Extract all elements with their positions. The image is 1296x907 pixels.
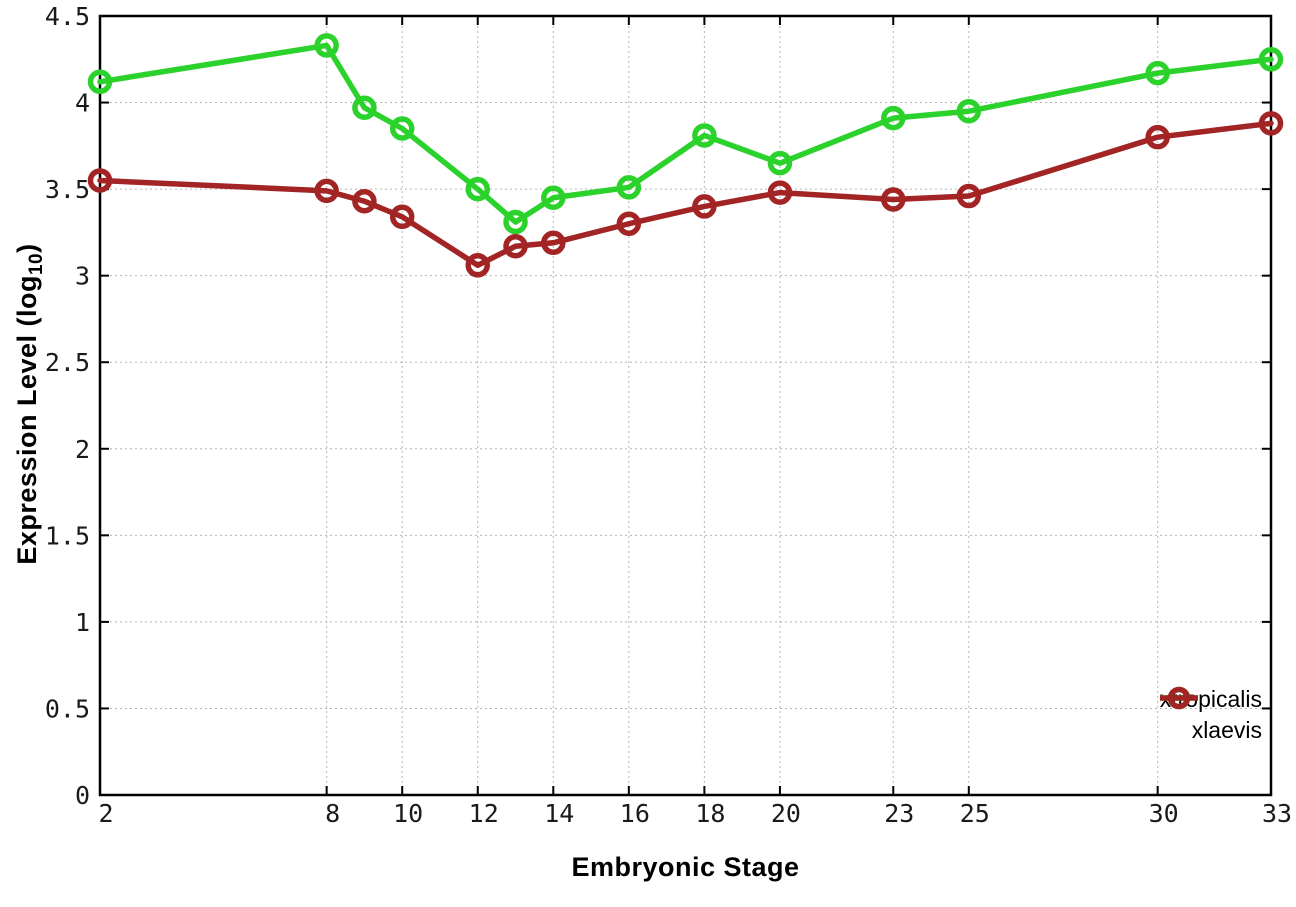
data-point-marker-xlaevis <box>541 230 566 256</box>
data-point-marker-xtropicalis <box>541 185 566 211</box>
y-tick-label: 0 <box>75 781 90 810</box>
y-tick-label: 2 <box>75 435 90 464</box>
y-tick-label: 3 <box>75 262 90 291</box>
data-point-marker-xlaevis <box>692 194 717 219</box>
data-point-marker-xtropicalis <box>616 175 642 200</box>
y-tick-label: 1.5 <box>45 521 90 550</box>
y-tick-label: 4 <box>75 89 90 118</box>
x-tick-label: 33 <box>1262 799 1292 828</box>
x-tick-label: 20 <box>771 799 801 828</box>
y-axis-title-subscript: 10 <box>26 252 48 276</box>
data-point-marker-xtropicalis <box>465 176 490 202</box>
y-tick-label: 3.5 <box>45 175 90 204</box>
data-point-marker-xtropicalis <box>87 69 113 95</box>
data-point-marker-xlaevis <box>389 204 415 230</box>
data-point-marker-xlaevis <box>767 180 793 205</box>
data-point-marker-xtropicalis <box>503 209 528 235</box>
legend-label-xlaevis: xlaevis <box>1191 717 1262 743</box>
y-axis-title-close: ) <box>11 243 42 253</box>
data-point-marker-xlaevis <box>616 211 642 236</box>
legend: xtropicalis xlaevis <box>1159 684 1262 746</box>
data-point-marker-xtropicalis <box>1258 47 1284 72</box>
data-point-marker-xtropicalis <box>1145 60 1170 86</box>
data-point-marker-xlaevis <box>503 233 528 259</box>
series-line-xtropicalis <box>97 42 1274 225</box>
x-tick-label: 14 <box>544 799 574 828</box>
data-point-marker-xlaevis <box>352 188 377 214</box>
x-tick-label: 25 <box>960 799 990 828</box>
data-point-marker-xlaevis <box>1145 124 1170 150</box>
y-tick-label: 4.5 <box>45 2 90 31</box>
data-point-marker-xlaevis <box>314 178 339 204</box>
data-point-marker-xlaevis <box>956 183 982 209</box>
y-axis-title: Expression Level (log10) <box>12 243 48 564</box>
legend-item-xlaevis: xlaevis <box>1159 686 1262 746</box>
data-point-marker-xlaevis <box>465 253 490 278</box>
x-tick-label: 16 <box>620 799 650 828</box>
y-tick-label: 1 <box>75 608 90 637</box>
y-tick-label: 2.5 <box>45 348 90 377</box>
data-point-marker-xtropicalis <box>767 150 793 176</box>
x-tick-label: 10 <box>393 799 423 828</box>
y-axis-title-text: Expression Level (log <box>11 275 42 565</box>
x-tick-label: 8 <box>325 799 340 828</box>
data-point-marker-xlaevis <box>881 187 906 212</box>
data-point-marker-xlaevis <box>1258 111 1284 136</box>
x-tick-label: 2 <box>98 799 113 828</box>
x-tick-label: 12 <box>469 799 499 828</box>
data-point-marker-xtropicalis <box>881 105 906 131</box>
data-point-marker-xtropicalis <box>352 95 377 120</box>
x-tick-label: 18 <box>695 799 725 828</box>
data-point-marker-xtropicalis <box>314 33 339 58</box>
data-point-marker-xtropicalis <box>692 123 717 148</box>
data-point-marker-xtropicalis <box>956 98 982 124</box>
x-tick-label: 30 <box>1149 799 1179 828</box>
data-point-marker-xtropicalis <box>389 116 415 141</box>
legend-marker-icon-xlaevis <box>1159 686 1198 710</box>
plot-border <box>98 14 1273 797</box>
x-axis-title: Embryonic Stage <box>571 852 800 882</box>
y-tick-label: 0.5 <box>45 694 90 723</box>
data-point-marker-xlaevis <box>87 168 113 193</box>
x-tick-label: 23 <box>884 799 914 828</box>
series-line-xlaevis <box>97 120 1274 269</box>
